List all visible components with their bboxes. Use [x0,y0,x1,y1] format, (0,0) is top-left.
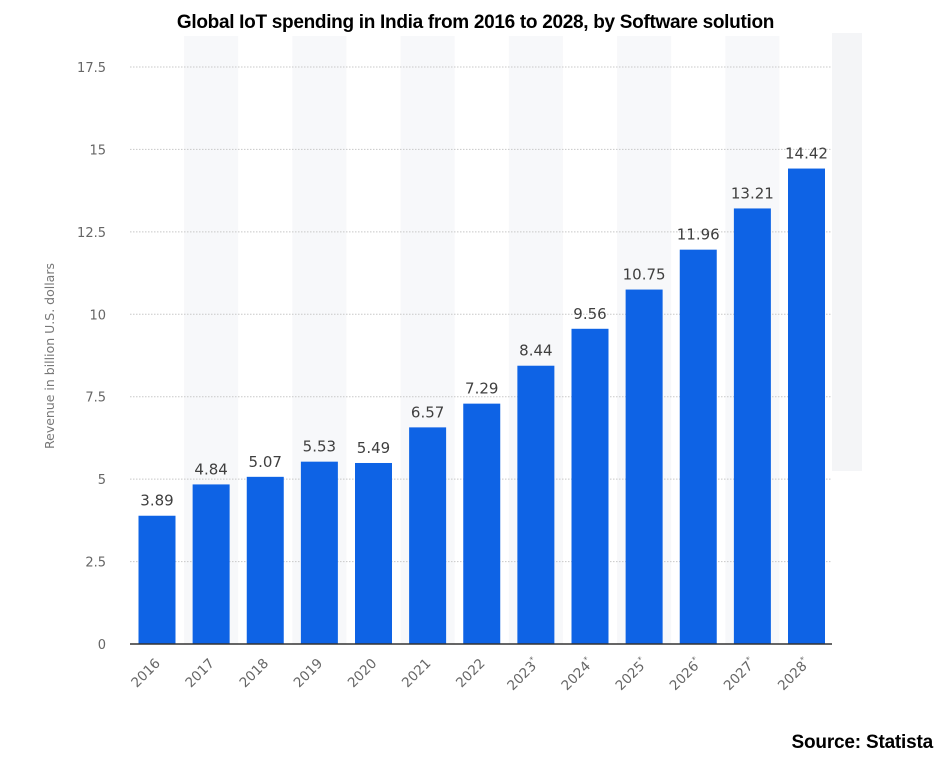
bar [300,461,338,644]
bar [463,403,501,644]
x-tick-label: 2019 [291,656,327,692]
y-tick-label: 2.5 [85,556,106,571]
bar [409,427,447,644]
bar [679,249,717,644]
data-label: 9.56 [573,305,606,323]
bar [246,476,284,644]
x-axis-labels: 2016 2017 2018 2019 2020 2021 2022 2023* 2024* 20… [128,655,813,694]
y-tick-label: 10 [89,308,106,323]
y-tick-label: 12.5 [77,226,106,241]
data-label: 14.42 [785,145,828,163]
value-labels: 3.89 4.84 5.07 5.53 5.49 6.57 7.29 8.44 9.56 10.7… [140,145,828,510]
bar [355,462,392,644]
x-tick-label: 2025* [612,655,651,694]
bar [788,168,825,644]
y-tick-label: 7.5 [85,391,106,406]
x-tick-label: 2021 [399,656,435,692]
data-label: 7.29 [465,380,498,398]
x-tick-label: 2020 [345,656,381,692]
bar [192,484,230,644]
y-tick-label: 5 [98,473,106,488]
bars [138,168,825,644]
data-label: 5.07 [249,453,282,471]
data-label: 4.84 [194,460,227,478]
data-label: 5.53 [303,438,336,456]
x-tick-label: 2022 [453,656,489,692]
bar [138,515,176,644]
x-tick-label: 2027* [720,655,759,694]
y-tick-label: 0 [98,638,106,653]
chart-title: Global IoT spending in India from 2016 t… [176,12,775,33]
x-tick-label: 2024* [558,655,597,694]
y-axis-ticks: 0 2.5 5 7.5 10 12.5 15 17.5 [77,61,106,653]
data-label: 8.44 [519,342,552,360]
data-label: 5.49 [357,439,390,457]
y-axis-title: Revenue in billion U.S. dollars [42,263,57,449]
x-tick-label: 2026* [666,655,705,694]
bar [517,365,555,644]
data-label: 10.75 [623,266,666,284]
y-tick-label: 17.5 [77,61,106,76]
data-label: 13.21 [731,184,774,202]
bar [625,289,663,644]
bar [733,208,771,644]
source-label: Source: Statista [791,732,934,753]
x-tick-label: 2023* [504,655,543,694]
data-label: 6.57 [411,403,444,421]
bar [571,328,609,644]
y-tick-label: 15 [89,143,106,158]
right-panel-shade [832,33,862,471]
x-tick-label: 2018 [236,656,272,692]
data-label: 11.96 [677,226,720,244]
x-tick-label: 2016 [128,656,164,692]
x-tick-label: 2028* [774,655,813,694]
x-tick-label: 2017 [182,656,218,692]
data-label: 3.89 [140,492,173,510]
